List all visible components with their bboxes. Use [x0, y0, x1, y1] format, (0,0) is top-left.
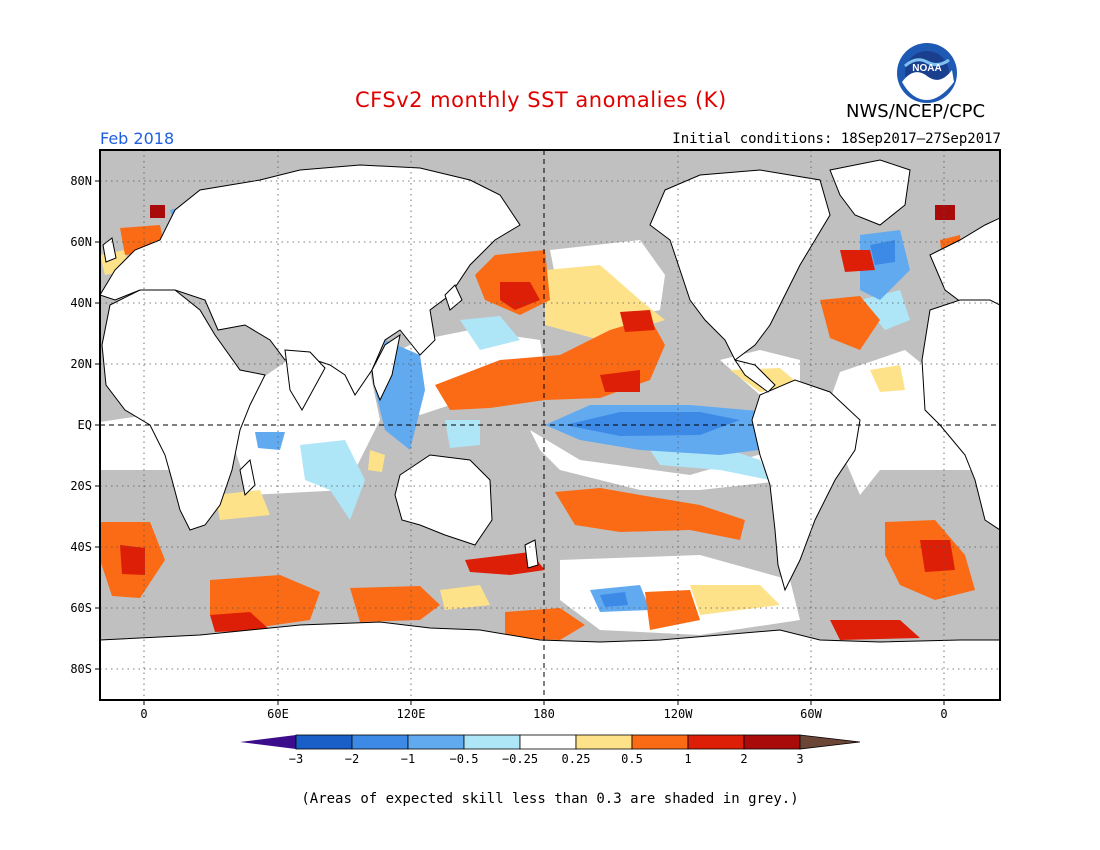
skill-footnote: (Areas of expected skill less than 0.3 a…: [301, 791, 799, 807]
lon-label: 60W: [800, 707, 822, 721]
antarctica-land: [100, 621, 1000, 700]
colorbar: [240, 734, 861, 750]
colorbar-labels: −3 −2 −1 −0.5 −0.25 0.25 0.5 1 2 3: [289, 752, 804, 766]
colorbar-tick-label: −0.25: [502, 752, 538, 766]
greenland-land: [829, 159, 911, 226]
australia-land: [394, 454, 493, 546]
lat-label: 40S: [70, 540, 92, 554]
lon-label: 0: [940, 707, 947, 721]
lon-label: 0: [140, 707, 147, 721]
colorbar-tick-label: 2: [740, 752, 747, 766]
initial-conditions: Initial conditions: 18Sep2017–27Sep2017: [672, 131, 1001, 147]
lat-label: 20S: [70, 479, 92, 493]
positive-anomaly-strong: [120, 250, 955, 640]
south-america-land: [751, 379, 861, 592]
noaa-logo: NOAA: [897, 43, 957, 103]
lon-label: 120E: [397, 707, 426, 721]
europe-right-land: [929, 217, 1000, 321]
lat-label: 80N: [70, 174, 92, 188]
lon-label: 120W: [664, 707, 694, 721]
lon-label: 60E: [267, 707, 289, 721]
colorbar-segment: [295, 734, 353, 750]
latitude-labels: 80N 60N 40N 20N EQ 20S 40S 60S 80S: [70, 174, 92, 676]
lat-label: 40N: [70, 296, 92, 310]
colorbar-segment: [631, 734, 689, 750]
north-america-land: [649, 169, 831, 361]
colorbar-segment: [575, 734, 633, 750]
continents: [100, 159, 1000, 700]
colorbar-tick-label: 3: [796, 752, 803, 766]
africa-land: [101, 289, 266, 531]
colorbar-tick-label: −1: [401, 752, 415, 766]
colorbar-tick-label: 0.5: [621, 752, 643, 766]
positive-anomaly-very-strong: [150, 205, 955, 220]
colorbar-segment: [463, 734, 521, 750]
colorbar-tick-label: 1: [684, 752, 691, 766]
colorbar-tick-label: −3: [289, 752, 303, 766]
map-title: CFSv2 monthly SST anomalies (K): [355, 88, 727, 112]
uk-land: [102, 237, 117, 263]
colorbar-tick-label: 0.25: [562, 752, 591, 766]
colorbar-tick-label: −2: [345, 752, 359, 766]
tick-marks: [95, 180, 945, 705]
sst-anomaly-map: 80N 60N 40N 20N EQ 20S 40S 60S 80S 0 60E…: [70, 149, 1001, 766]
colorbar-segment: [407, 734, 465, 750]
central-america-land: [733, 359, 776, 393]
lat-label: 60N: [70, 235, 92, 249]
longitude-labels: 0 60E 120E 180 120W 60W 0: [140, 707, 947, 721]
lat-label: EQ: [78, 418, 92, 432]
japan-land: [444, 284, 463, 311]
colorbar-segment: [351, 734, 409, 750]
negative-anomaly-strong: [565, 240, 895, 607]
colorbar-tick-label: −0.5: [450, 752, 479, 766]
lat-label: 60S: [70, 601, 92, 615]
lon-label: 180: [533, 707, 555, 721]
colorbar-segment: [743, 734, 801, 750]
noaa-logo-text: NOAA: [912, 63, 941, 74]
india-land: [284, 349, 326, 412]
eurasia-land: [100, 164, 521, 396]
southeast-asia-land: [371, 333, 401, 402]
africa-right-land: [921, 299, 1000, 531]
lat-label: 80S: [70, 662, 92, 676]
agency-label: NWS/NCEP/CPC: [846, 101, 986, 122]
forecast-month: Feb 2018: [100, 129, 175, 148]
colorbar-segment: [519, 734, 577, 750]
lat-label: 20N: [70, 357, 92, 371]
colorbar-segment: [799, 734, 861, 750]
colorbar-segment: [687, 734, 745, 750]
colorbar-segment: [240, 735, 296, 749]
